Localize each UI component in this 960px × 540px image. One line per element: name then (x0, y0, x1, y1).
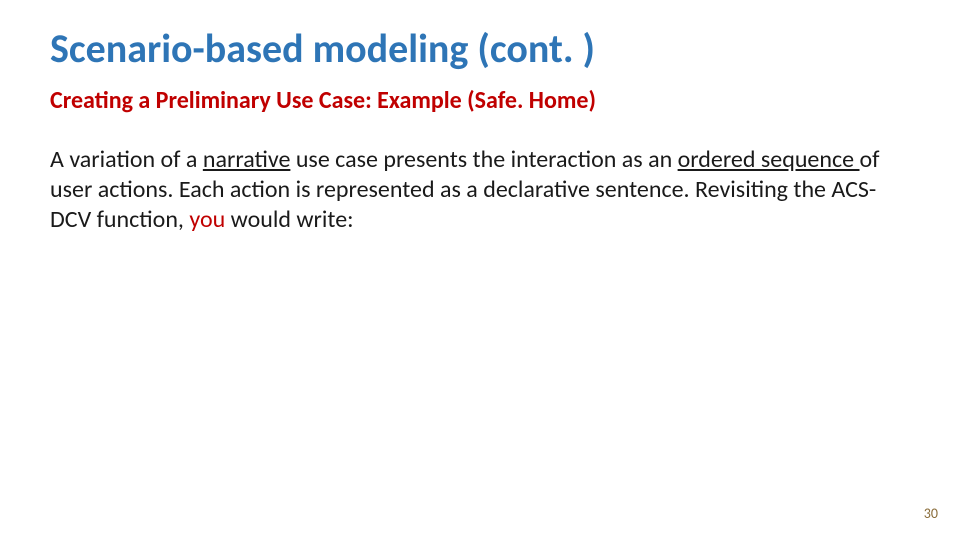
page-number: 30 (924, 505, 938, 522)
body-text-fragment: A variation of a (50, 145, 203, 174)
slide-title: Scenario-based modeling (cont. ) (50, 24, 595, 73)
slide-body: A variation of a narrative use case pres… (50, 145, 910, 235)
body-text-fragment: would write: (225, 205, 353, 234)
slide: Scenario-based modeling (cont. ) Creatin… (0, 0, 960, 540)
body-text-you: you (189, 205, 225, 234)
body-text-narrative: narrative (203, 145, 291, 174)
body-text-fragment: use case presents the interaction as an (290, 145, 677, 174)
slide-subtitle: Creating a Preliminary Use Case: Example… (50, 86, 596, 115)
body-text-ordered-sequence: ordered sequence (678, 145, 860, 174)
